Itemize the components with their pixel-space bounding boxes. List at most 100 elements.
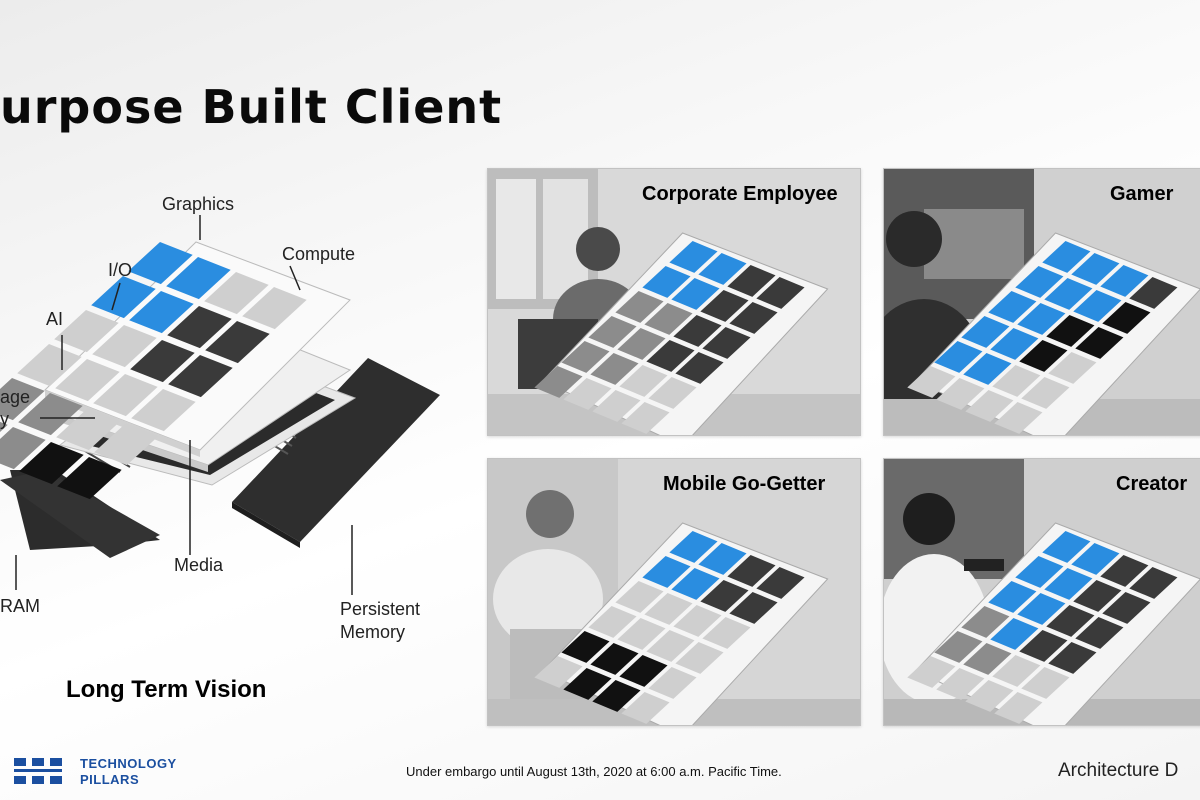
chip-tile [242, 287, 307, 330]
chip-tile [590, 643, 639, 675]
chip-tile [130, 340, 195, 383]
chip-tile [131, 389, 196, 432]
chip-tile [615, 581, 664, 613]
chip-tile [0, 421, 8, 432]
logo-line1: TECHNOLOGY [80, 756, 177, 771]
gamer-chip [907, 232, 1200, 435]
chip-tile [615, 291, 664, 323]
chip-diagram-illustration [0, 215, 440, 595]
chip-tile [671, 278, 720, 310]
chip-tile [561, 631, 610, 663]
chip-tile [534, 656, 583, 688]
chip-tile [936, 668, 985, 700]
chip-tile [1046, 605, 1095, 637]
slide-title: urpose Built Client [0, 80, 503, 134]
chip-tile [1100, 265, 1149, 297]
chip-tile [588, 316, 637, 348]
chip-tile [1015, 266, 1064, 298]
chip-tile [1019, 630, 1068, 662]
chip-tile [1044, 568, 1093, 600]
chip-tile [648, 377, 697, 409]
logo-text: TECHNOLOGY PILLARS [80, 756, 177, 788]
chip-tile [961, 316, 1010, 348]
chip-tile [990, 618, 1039, 650]
chip-tile [644, 303, 693, 335]
chip-tile [936, 378, 985, 410]
chip-tile [93, 374, 158, 417]
label-io: I/O [108, 260, 133, 280]
corporate-employee-chip [534, 232, 829, 435]
chip-tile [1044, 278, 1093, 310]
chip-tile [621, 402, 670, 434]
chip-tile [617, 328, 666, 360]
footer-architecture: Architecture D [1058, 760, 1179, 781]
creator-chip [907, 522, 1200, 725]
chip-tile [965, 390, 1014, 422]
chip-tile [1129, 567, 1178, 599]
card-creator: Creator [883, 458, 1200, 726]
chip-tile [167, 306, 232, 349]
chip-tile [669, 241, 718, 273]
chip-tile [17, 344, 82, 387]
label-compute: Compute [282, 244, 356, 264]
long-term-vision-caption: Long Term Vision [66, 676, 267, 703]
chip-tile [646, 340, 695, 372]
chip-tile [934, 341, 983, 373]
card-gamer: Gamer [883, 168, 1200, 436]
chip-tile [727, 555, 776, 587]
chip-tile [1102, 592, 1151, 624]
chip-tile [729, 592, 778, 624]
chip-tile [204, 272, 269, 315]
chip-tile [644, 593, 693, 625]
chip-tile [992, 655, 1041, 687]
chip-tile [1021, 667, 1070, 699]
chip-tile [675, 642, 724, 674]
chip-tile [642, 266, 691, 298]
chip-tile [1073, 580, 1122, 612]
chip-tile [592, 680, 641, 712]
chip-tile [1129, 277, 1178, 309]
chip-tile [992, 365, 1041, 397]
mobile-go-getter-chip [534, 522, 829, 725]
card-mobile-go-getter: Mobile Go-Getter [487, 458, 861, 726]
chip-tile [1017, 593, 1066, 625]
pillars-logo-icon [14, 758, 62, 784]
chip-tile [205, 321, 270, 364]
chip-tile [19, 442, 84, 485]
chip-tile [168, 355, 233, 398]
chip-tile [1071, 543, 1120, 575]
chip-tile [1021, 377, 1070, 409]
chip-tile [963, 353, 1012, 385]
chip-tile [963, 643, 1012, 675]
chip-tile [907, 656, 956, 688]
chip-tile [92, 325, 157, 368]
chip-tile [907, 366, 956, 398]
chip-tile [965, 680, 1014, 712]
chip-tile [646, 630, 695, 662]
chip-tile [675, 352, 724, 384]
chip-tile [988, 291, 1037, 323]
label-media: Media [174, 555, 224, 575]
chip-tile [1075, 327, 1124, 359]
chip-tile [934, 631, 983, 663]
chip-tile [91, 276, 156, 319]
chip-tile [1015, 556, 1064, 588]
chip-tile [994, 402, 1043, 434]
chip-tile [702, 327, 751, 359]
card-caption: Corporate Employee [642, 183, 838, 205]
label-graphics: Graphics [162, 194, 235, 214]
chip-tile [702, 617, 751, 649]
chip-tile [0, 427, 46, 470]
chip-tile [756, 277, 805, 309]
chip-tile [1042, 241, 1091, 273]
chip-tile [1048, 642, 1097, 674]
chip-tile [621, 692, 670, 724]
chip-tile [1048, 352, 1097, 384]
label-ai: AI [46, 309, 64, 329]
chip-tile [671, 568, 720, 600]
chip-tile [534, 366, 583, 398]
chip-tile [55, 359, 120, 402]
chip-tile [1042, 531, 1091, 563]
chip-tile [648, 667, 697, 699]
